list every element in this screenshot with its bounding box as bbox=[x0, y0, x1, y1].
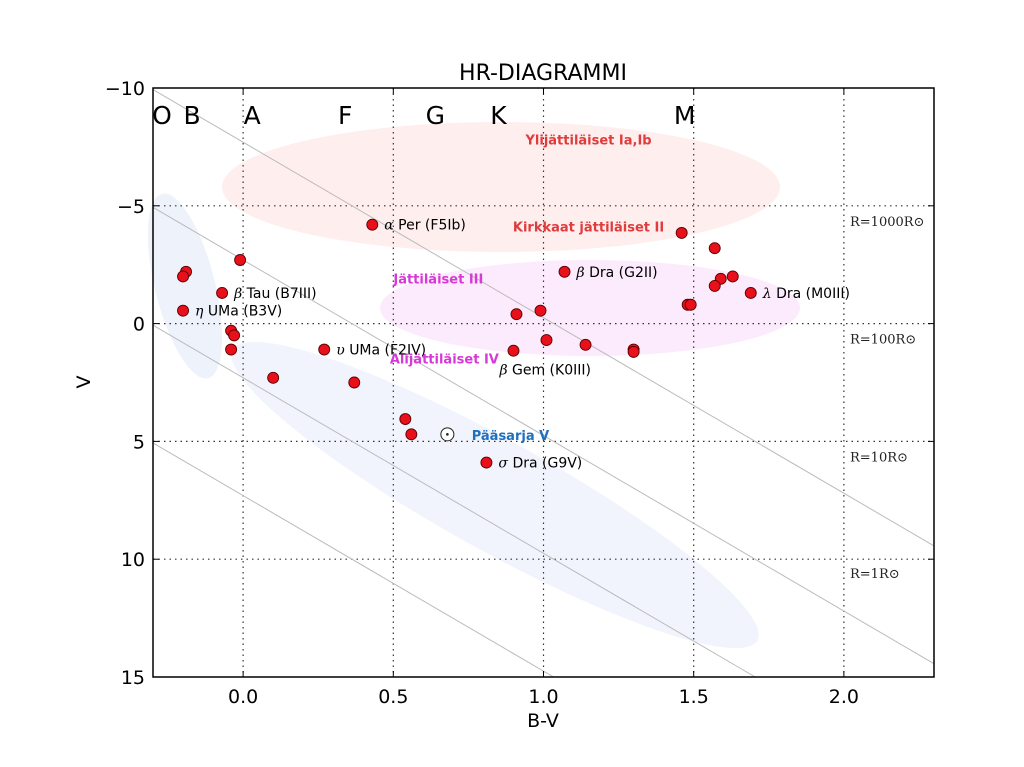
y-tick-label: 0 bbox=[133, 314, 145, 336]
star-point bbox=[684, 298, 697, 311]
region-labels-layer: Ylijättiläiset Ia,Ib Kirkkaat jättiläiset… bbox=[390, 134, 664, 445]
star-label-name: Gem (K0III) bbox=[512, 363, 591, 379]
star-point bbox=[177, 304, 189, 317]
spectral-class-label: F bbox=[338, 101, 352, 130]
y-axis-label: V bbox=[73, 376, 95, 389]
star-point bbox=[267, 371, 280, 384]
star-point bbox=[540, 334, 553, 347]
radius-label: R=1R⊙ bbox=[850, 567, 900, 582]
star-label-greek: β bbox=[498, 363, 512, 379]
star-label-name: Dra (G9V) bbox=[512, 456, 582, 472]
star-label: β Tau (B7III) bbox=[233, 286, 317, 302]
star-label-name: UMa (B3V) bbox=[208, 304, 282, 320]
x-tick-label: 1.0 bbox=[528, 686, 558, 708]
star-label-greek: σ bbox=[498, 456, 512, 472]
star-label: υ UMa (F2IV) bbox=[336, 343, 426, 359]
star-label-name: Tau (B7III) bbox=[246, 286, 317, 302]
star-label-greek: β bbox=[233, 286, 247, 302]
star-label-name: Dra (M0III) bbox=[776, 286, 850, 302]
radius-line bbox=[152, 442, 554, 678]
radius-line bbox=[152, 89, 935, 547]
x-tick-label: 0.0 bbox=[228, 686, 258, 708]
star-point bbox=[510, 308, 523, 321]
star-label-greek: α bbox=[384, 218, 398, 234]
region-label: Jättiläiset III bbox=[392, 273, 483, 288]
chart-title: HR-DIAGRAMMI bbox=[459, 61, 627, 86]
region-label: Ylijättiläiset Ia,Ib bbox=[525, 134, 652, 149]
star-point bbox=[726, 270, 739, 283]
spectral-class-label: K bbox=[490, 101, 507, 130]
region-main-sequence-upper-ellipse bbox=[147, 193, 223, 379]
star-point bbox=[708, 279, 721, 292]
grid-layer bbox=[153, 88, 934, 677]
region-supergiants-ellipse bbox=[222, 122, 780, 252]
star-label-greek: υ bbox=[336, 343, 349, 359]
y-tick-label: 5 bbox=[133, 431, 145, 453]
points-layer bbox=[177, 218, 757, 469]
star-point bbox=[399, 413, 412, 425]
star-label: α Per (F5Ib) bbox=[384, 218, 466, 234]
radius-label: R=10R⊙ bbox=[850, 450, 908, 465]
radius-labels-layer: R=1000R⊙ R=100R⊙ R=10R⊙ R=1R⊙ bbox=[850, 215, 924, 582]
star-point bbox=[318, 343, 331, 356]
star-point bbox=[744, 287, 757, 299]
y-tick-label: 15 bbox=[121, 667, 145, 689]
x-tick-label: 1.5 bbox=[679, 686, 709, 708]
star-point bbox=[225, 343, 238, 356]
star-point bbox=[480, 456, 493, 469]
star-label: σ Dra (G9V) bbox=[498, 456, 582, 472]
x-axis-label: B-V bbox=[527, 710, 559, 732]
star-point bbox=[228, 329, 241, 342]
star-point bbox=[558, 265, 571, 278]
star-label-name: Dra (G2II) bbox=[589, 265, 658, 281]
radius-line bbox=[152, 324, 756, 678]
star-point bbox=[234, 254, 247, 266]
radius-lines-layer bbox=[152, 89, 935, 678]
star-point bbox=[348, 376, 361, 389]
star-point bbox=[216, 287, 229, 299]
star-label-name: UMa (F2IV) bbox=[349, 343, 426, 359]
star-label: β Gem (K0III) bbox=[498, 363, 591, 379]
star-point bbox=[366, 218, 379, 231]
region-label: Pääsarja V bbox=[472, 429, 549, 444]
radius-label: R=1000R⊙ bbox=[850, 215, 924, 230]
regions-layer bbox=[147, 122, 800, 649]
spectral-class-label: O bbox=[152, 101, 172, 130]
region-label: Alijättiläiset IV bbox=[390, 353, 499, 368]
spectral-class-label: A bbox=[244, 101, 261, 130]
y-tick-label: −5 bbox=[117, 196, 145, 218]
star-label-greek: η bbox=[195, 304, 208, 320]
spectral-class-label: M bbox=[674, 101, 696, 130]
y-tick-label: −10 bbox=[105, 78, 145, 100]
radius-label: R=100R⊙ bbox=[850, 333, 916, 348]
star-point bbox=[675, 226, 688, 239]
ticks-layer: 0.0 0.5 1.0 1.5 2.0 −10 −5 0 5 10 15 bbox=[105, 78, 934, 708]
y-tick-label: 10 bbox=[121, 549, 145, 571]
star-point bbox=[507, 344, 520, 357]
star-label-name: Per (F5Ib) bbox=[398, 218, 466, 234]
star-label: λ Dra (M0III) bbox=[762, 286, 850, 302]
star-label: η UMa (B3V) bbox=[195, 304, 282, 320]
star-point bbox=[177, 270, 189, 283]
star-labels-layer: α Per (F5Ib) β Tau (B7III) η UMa (B3V) υ UM… bbox=[195, 218, 850, 472]
star-point bbox=[627, 345, 640, 358]
region-label: Kirkkaat jättiläiset II bbox=[513, 221, 664, 236]
x-tick-label: 2.0 bbox=[829, 686, 859, 708]
spectral-class-label: B bbox=[183, 101, 200, 130]
spectral-class-label: G bbox=[426, 101, 445, 130]
star-point bbox=[708, 242, 721, 255]
star-label-greek: λ bbox=[762, 286, 776, 302]
radius-line bbox=[152, 206, 935, 665]
star-point bbox=[579, 338, 592, 351]
sun-symbol-dot bbox=[446, 433, 449, 436]
star-point bbox=[405, 428, 418, 441]
star-point bbox=[534, 304, 547, 317]
region-main-sequence-ellipse bbox=[231, 341, 759, 649]
star-label-greek: β bbox=[576, 265, 590, 281]
star-label: β Dra (G2II) bbox=[576, 265, 658, 281]
sun-layer bbox=[440, 427, 455, 442]
x-tick-label: 0.5 bbox=[378, 686, 408, 708]
